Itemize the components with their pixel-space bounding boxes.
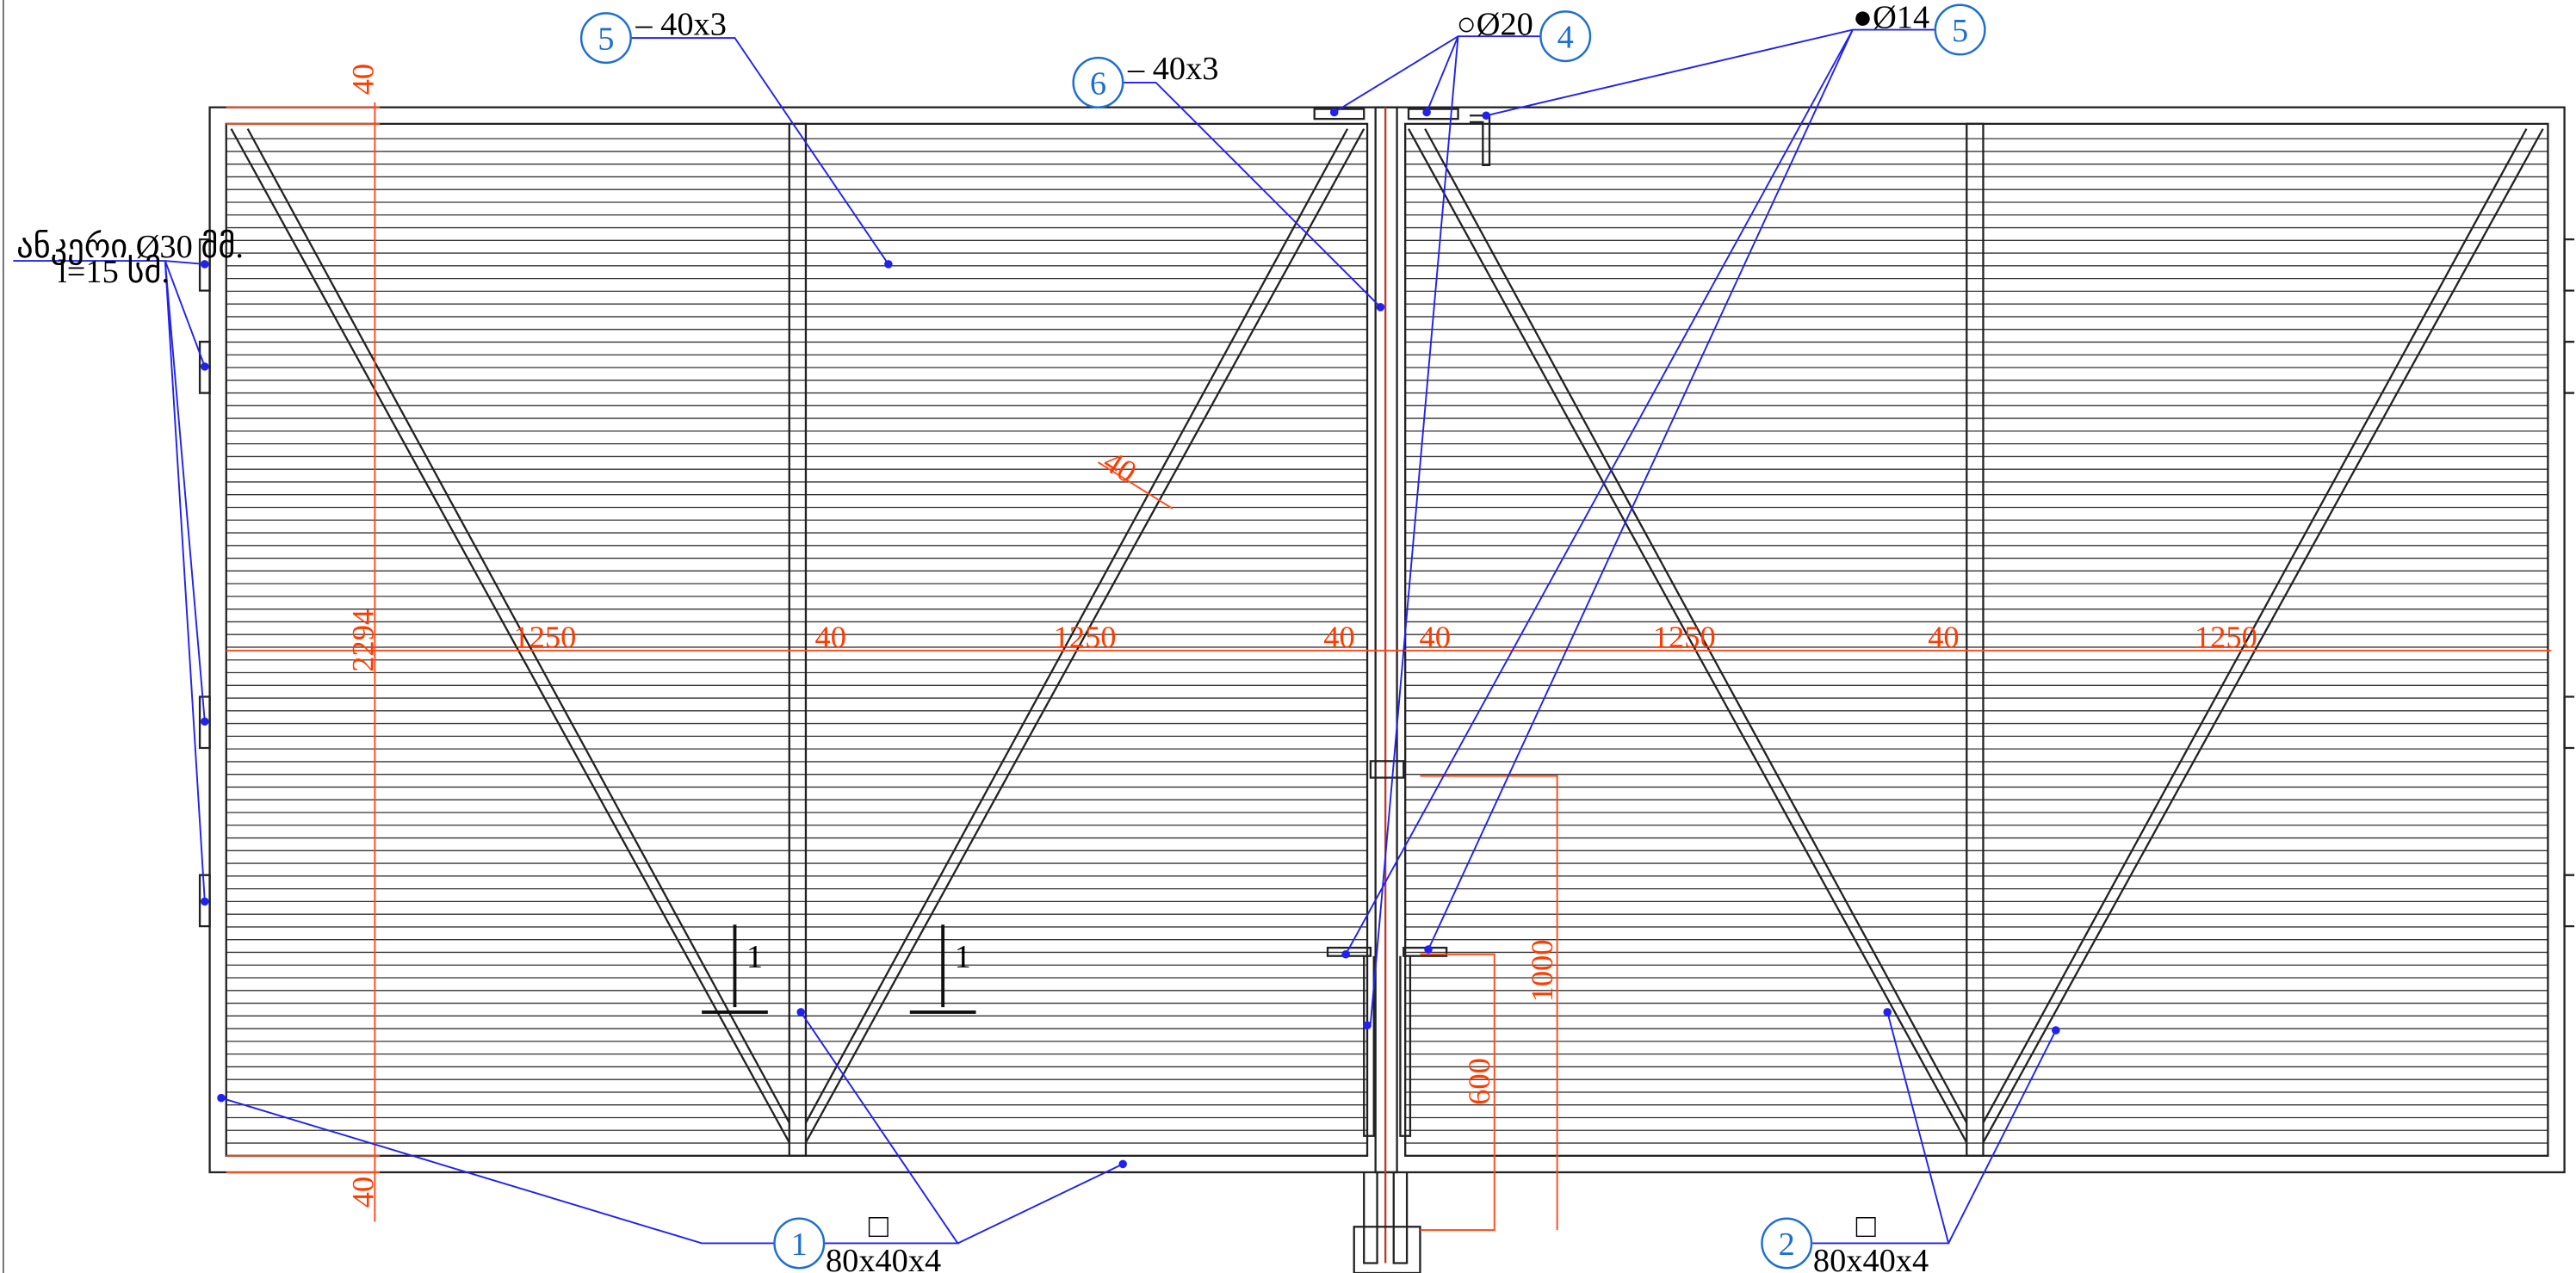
anchor-note: l=15 სმ. [58, 254, 170, 290]
callout-text: – 40x3 [1127, 51, 1218, 87]
dimension: 1250 [513, 620, 576, 654]
dimension: 40 [1928, 620, 1959, 654]
profile-symbol: □ [1856, 1208, 1877, 1245]
dimension: 600 [1462, 1058, 1496, 1105]
callout-text: ○Ø20 [1457, 6, 1533, 42]
callout-number: 6 [1090, 65, 1106, 102]
section-mark: 1 [746, 939, 763, 975]
profile-symbol: □ [869, 1208, 889, 1245]
dimension: 1250 [2195, 620, 2257, 654]
anchor-note: ანკერი Ø30 მმ. [16, 229, 244, 265]
callout-text: ●Ø14 [1853, 0, 1929, 36]
callout-text: 80x40x4 [1813, 1243, 1929, 1273]
callout-number: 5 [598, 22, 614, 58]
leader-dots [201, 108, 2060, 1169]
section-marks [702, 924, 976, 1014]
dimension: 40 [1098, 444, 1142, 490]
callout-number: 1 [791, 1227, 808, 1263]
dimension: 40 [1323, 620, 1354, 654]
callout-number: 2 [1779, 1227, 1795, 1263]
callout-text: – 40x3 [635, 6, 726, 42]
frames [198, 106, 2575, 1273]
dimension: 1250 [1653, 620, 1716, 654]
slats [226, 138, 2548, 1144]
dimension: 1000 [1525, 940, 1559, 1003]
callout-text: 80x40x4 [826, 1243, 941, 1273]
dimension: 2294 [345, 609, 380, 672]
leaders [13, 28, 2057, 1245]
callout-number: 4 [1557, 20, 1574, 56]
callout-number: 5 [1952, 13, 1968, 49]
dimension: 40 [1419, 620, 1450, 654]
dimension-lines [226, 102, 2552, 1232]
dimension: 40 [345, 1177, 380, 1208]
dimension: 40 [345, 64, 380, 95]
dimensions: 40 2294 40 1250 40 1250 40 40 1250 40 12… [345, 64, 2257, 1208]
dimension: 1250 [1054, 620, 1117, 654]
callouts: 5 – 40x3 6 – 40x3 4 ○Ø20 5 ●Ø14 1 □ 80x4… [579, 0, 1986, 1273]
dimension: 40 [815, 620, 846, 654]
section-mark: 1 [955, 939, 971, 975]
